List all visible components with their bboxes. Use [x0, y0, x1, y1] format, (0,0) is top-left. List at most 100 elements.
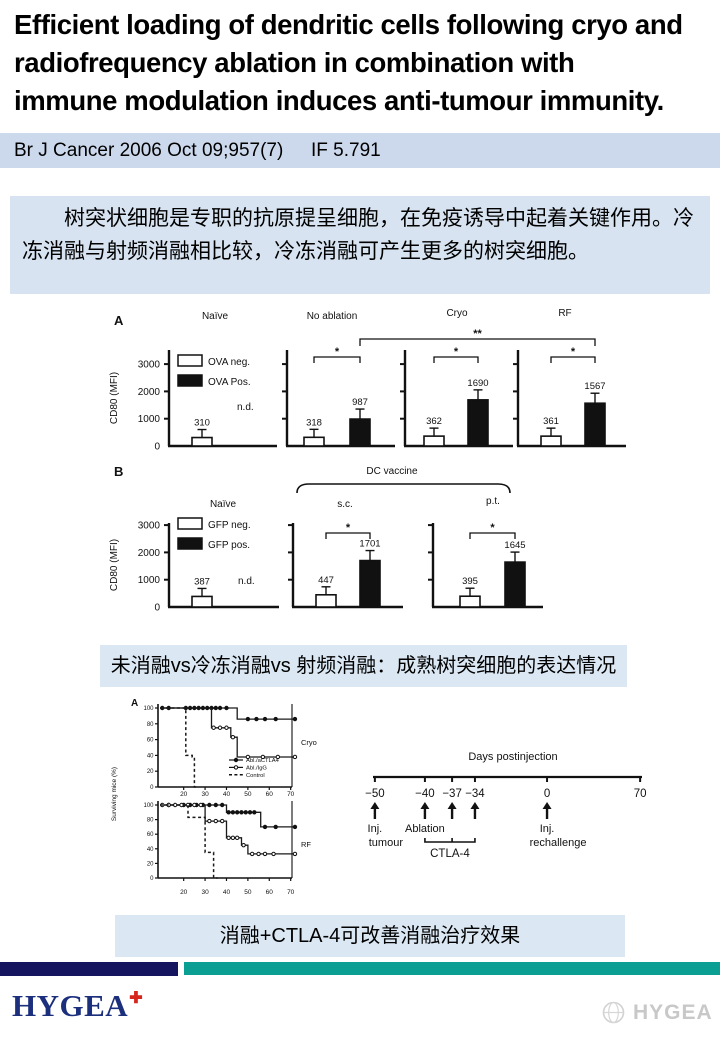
- svg-text:40: 40: [223, 889, 231, 896]
- svg-text:0: 0: [154, 442, 160, 453]
- svg-text:447: 447: [318, 575, 334, 586]
- abstract-box: 树突状细胞是专职的抗原提呈细胞，在免疫诱导中起着关键作用。冷冻消融与射频消融相比…: [10, 196, 710, 294]
- figure-a-cd80-bar-chart: A CD80 (MFI) 0 1000 2000 3000 Naïve OVA neg. OVA…: [109, 308, 626, 453]
- svg-text:1690: 1690: [467, 378, 488, 389]
- svg-text:0: 0: [154, 603, 160, 614]
- svg-text:60: 60: [266, 889, 274, 896]
- svg-text:3000: 3000: [138, 521, 161, 532]
- svg-text:s.c.: s.c.: [337, 499, 353, 510]
- hygea-logo: HYGEA✚: [12, 988, 144, 1024]
- svg-text:RF: RF: [301, 840, 311, 849]
- svg-text:80: 80: [147, 818, 154, 824]
- svg-text:n.d.: n.d.: [237, 402, 254, 413]
- figure-b-cd80-bar-chart: B CD80 (MFI) DC vaccine 0 1000 2000 3000 Naïve G…: [109, 464, 543, 614]
- svg-text:Abl./IgG: Abl./IgG: [246, 765, 267, 771]
- svg-text:20: 20: [147, 769, 154, 775]
- svg-text:Inj.: Inj.: [540, 823, 555, 835]
- svg-text:60: 60: [147, 832, 154, 838]
- svg-text:CD80 (MFI): CD80 (MFI): [109, 539, 120, 591]
- svg-text:Days postinjection: Days postinjection: [468, 751, 557, 763]
- svg-text:0: 0: [150, 876, 154, 882]
- paper-title: Efficient loading of dendritic cells fol…: [14, 6, 714, 120]
- svg-text:OVA neg.: OVA neg.: [208, 357, 250, 368]
- figure1-caption: 未消融vs冷冻消融vs 射频消融：成熟树突细胞的表达情况: [100, 645, 627, 687]
- svg-text:40: 40: [147, 847, 154, 853]
- svg-text:p.t.: p.t.: [486, 496, 500, 507]
- svg-text:30: 30: [201, 791, 209, 798]
- svg-text:Cryo: Cryo: [301, 738, 317, 747]
- hygea-logo-text: HYGEA: [12, 988, 129, 1023]
- svg-text:50: 50: [244, 791, 252, 798]
- svg-text:Inj.: Inj.: [368, 823, 383, 835]
- svg-text:OVA Pos.: OVA Pos.: [208, 377, 251, 388]
- svg-text:No ablation: No ablation: [307, 311, 358, 322]
- svg-text:50: 50: [244, 889, 252, 896]
- svg-text:0: 0: [150, 785, 154, 791]
- svg-text:70: 70: [287, 791, 295, 798]
- title-line-2: radiofrequency ablation in combination w…: [14, 47, 575, 78]
- svg-text:20: 20: [180, 791, 188, 798]
- svg-text:2000: 2000: [138, 387, 161, 398]
- svg-text:100: 100: [143, 803, 154, 809]
- svg-text:1000: 1000: [138, 414, 161, 425]
- svg-text:1645: 1645: [504, 540, 525, 551]
- svg-text:Surviving mice (%): Surviving mice (%): [111, 767, 118, 821]
- svg-text:100: 100: [143, 706, 154, 712]
- svg-text:80: 80: [147, 722, 154, 728]
- figure2-caption: 消融+CTLA-4可改善消融治疗效果: [115, 915, 625, 957]
- svg-text:B: B: [114, 464, 123, 479]
- svg-text:Cryo: Cryo: [446, 308, 468, 319]
- svg-text:395: 395: [462, 576, 478, 587]
- svg-text:361: 361: [543, 416, 559, 427]
- impact-factor: IF 5.791: [311, 140, 381, 161]
- svg-text:1701: 1701: [359, 539, 380, 550]
- svg-text:362: 362: [426, 416, 442, 427]
- abstract-text: 树突状细胞是专职的抗原提呈细胞，在免疫诱导中起着关键作用。冷冻消融与射频消融相比…: [22, 207, 694, 263]
- svg-text:Naïve: Naïve: [210, 499, 237, 510]
- svg-text:GFP neg.: GFP neg.: [208, 520, 251, 531]
- svg-text:70: 70: [287, 889, 295, 896]
- svg-text:40: 40: [223, 791, 231, 798]
- svg-text:30: 30: [201, 889, 209, 896]
- svg-text:0: 0: [544, 788, 550, 800]
- journal-reference: Br J Cancer 2006 Oct 09;957(7): [14, 140, 284, 161]
- svg-text:318: 318: [306, 417, 322, 428]
- svg-text:A: A: [131, 698, 138, 709]
- svg-text:60: 60: [147, 738, 154, 744]
- svg-text:GFP pos.: GFP pos.: [208, 540, 250, 551]
- svg-text:40: 40: [147, 753, 154, 759]
- footer-bar-navy: [0, 962, 178, 976]
- svg-text:rechallenge: rechallenge: [530, 837, 587, 849]
- journal-bar: Br J Cancer 2006 Oct 09;957(7) IF 5.791: [0, 133, 720, 168]
- svg-text:Abl./aCTLA4: Abl./aCTLA4: [246, 758, 280, 764]
- svg-text:3000: 3000: [138, 360, 161, 371]
- svg-text:987: 987: [352, 397, 368, 408]
- svg-text:Ablation: Ablation: [405, 823, 445, 835]
- experiment-timeline-diagram: Days postinjection −50 −40 −37 −34 0 70 Inj. tum…: [365, 751, 647, 860]
- svg-text:20: 20: [180, 889, 188, 896]
- title-line-3: immune modulation induces anti-tumour im…: [14, 85, 664, 116]
- svg-text:70: 70: [634, 788, 647, 800]
- svg-text:310: 310: [194, 418, 210, 429]
- svg-text:−34: −34: [465, 788, 485, 800]
- svg-text:A: A: [114, 313, 124, 328]
- globe-icon: [602, 1001, 625, 1024]
- survival-curves-chart: A Surviving mice (%) 0 20 40 60 80 100 20 30 40 50 6…: [111, 698, 317, 896]
- svg-text:1567: 1567: [584, 381, 605, 392]
- svg-text:*: *: [571, 346, 576, 358]
- svg-text:*: *: [454, 346, 459, 358]
- red-cross-icon: ✚: [129, 990, 144, 1007]
- svg-text:−37: −37: [442, 788, 462, 800]
- svg-text:387: 387: [194, 576, 210, 587]
- svg-text:*: *: [335, 346, 340, 358]
- svg-text:*: *: [346, 522, 351, 534]
- svg-text:Control: Control: [246, 773, 265, 779]
- svg-text:1000: 1000: [138, 575, 161, 586]
- svg-text:20: 20: [147, 861, 154, 867]
- svg-text:*: *: [490, 522, 495, 534]
- svg-text:RF: RF: [558, 308, 571, 319]
- hygea-watermark: HYGEA: [600, 999, 713, 1026]
- svg-text:CD80 (MFI): CD80 (MFI): [109, 372, 120, 424]
- svg-text:DC vaccine: DC vaccine: [366, 466, 418, 477]
